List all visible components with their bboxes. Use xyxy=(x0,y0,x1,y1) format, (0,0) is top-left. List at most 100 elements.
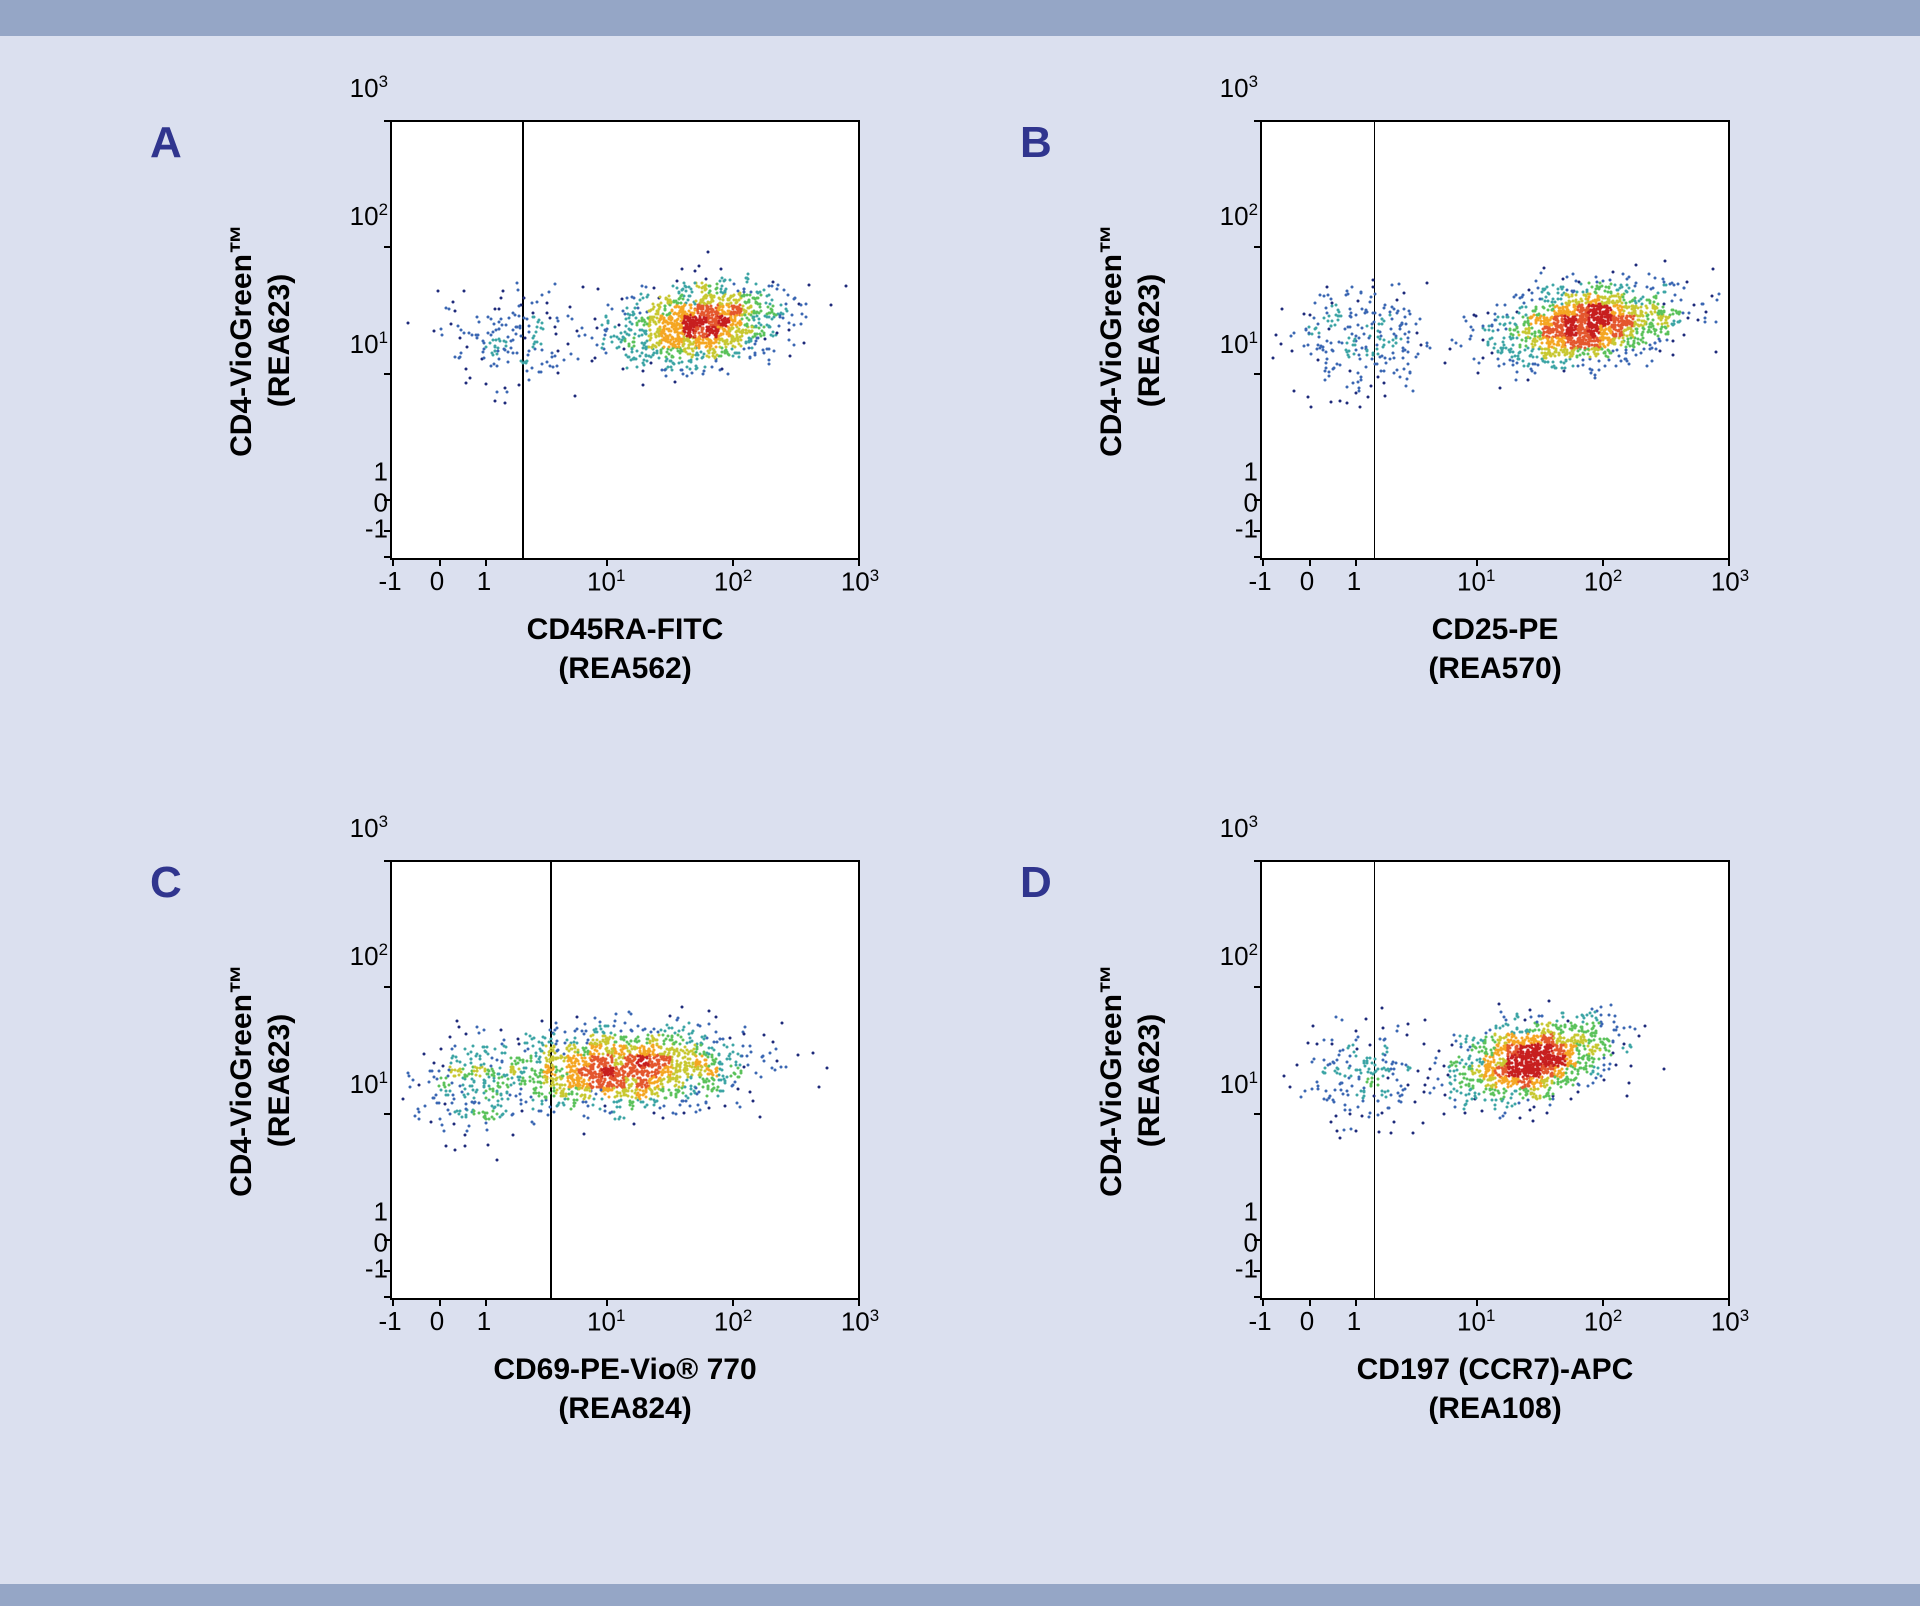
y-tick-label: 1 xyxy=(1244,1196,1258,1227)
x-tick-label: 103 xyxy=(841,566,879,598)
tick xyxy=(1728,558,1730,566)
y-tick-label: -1 xyxy=(1235,1254,1258,1285)
plot-area xyxy=(1260,120,1730,560)
x-axis-label: CD25-PE(REA570) xyxy=(1260,610,1730,688)
y-tick-label: 1 xyxy=(374,456,388,487)
tick xyxy=(1262,558,1264,566)
x-tick-labels: -101101102103 xyxy=(390,1306,860,1340)
x-label-line2: (REA108) xyxy=(1428,1392,1561,1425)
y-tick-label: 101 xyxy=(1220,1068,1258,1100)
scatter-points xyxy=(392,122,858,558)
y-tick-label: 0 xyxy=(1244,487,1258,518)
plot-area xyxy=(390,860,860,1300)
scatter-panel: C-101101102103-101101102103CD4-VioGreen™… xyxy=(120,840,930,1520)
bottom-bar xyxy=(0,1584,1920,1606)
tick xyxy=(732,558,734,566)
y-tick-label: 101 xyxy=(350,328,388,360)
tick xyxy=(1355,1298,1357,1306)
y-tick-labels: -101101102103 xyxy=(330,860,388,1300)
y-tick-label: 0 xyxy=(1244,1227,1258,1258)
y-tick-label: 103 xyxy=(1220,813,1258,845)
panel-label: D xyxy=(1020,858,1052,908)
x-axis-label: CD69-PE-Vio® 770(REA824) xyxy=(390,1350,860,1428)
x-tick-label: 0 xyxy=(430,1306,444,1337)
x-tick-label: 102 xyxy=(714,1306,752,1338)
x-label-line2: (REA562) xyxy=(558,652,691,685)
plot-area xyxy=(390,120,860,560)
y-tick-labels: -101101102103 xyxy=(1200,120,1258,560)
x-tick-label: 102 xyxy=(714,566,752,598)
y-axis-label: CD4-VioGreen™(REA623) xyxy=(200,120,320,560)
y-tick-label: 102 xyxy=(350,940,388,972)
scatter-points xyxy=(1262,122,1728,558)
x-label-line2: (REA824) xyxy=(558,1392,691,1425)
y-tick-label: 0 xyxy=(374,1227,388,1258)
panel-label: A xyxy=(150,118,182,168)
x-tick-label: 1 xyxy=(1347,1306,1361,1337)
x-tick-labels: -101101102103 xyxy=(390,566,860,600)
tick xyxy=(485,1298,487,1306)
tick xyxy=(606,558,608,566)
y-label-line2: (REA623) xyxy=(1132,1013,1165,1146)
y-axis-label: CD4-VioGreen™(REA623) xyxy=(1070,860,1190,1300)
y-tick-label: 103 xyxy=(350,73,388,105)
tick xyxy=(392,558,394,566)
y-label-line1: CD4-VioGreen™ xyxy=(225,964,258,1197)
scatter-panel: D-101101102103-101101102103CD4-VioGreen™… xyxy=(990,840,1800,1520)
y-tick-label: 101 xyxy=(1220,328,1258,360)
figure-container: A-101101102103-101101102103CD4-VioGreen™… xyxy=(0,0,1920,1606)
plot-wrap: -101101102103-101101102103CD4-VioGreen™(… xyxy=(1080,100,1780,780)
plot-wrap: -101101102103-101101102103CD4-VioGreen™(… xyxy=(1080,840,1780,1520)
y-tick-label: 101 xyxy=(350,1068,388,1100)
x-tick-label: 101 xyxy=(587,1306,625,1338)
tick xyxy=(1602,558,1604,566)
x-tick-label: -1 xyxy=(1248,1306,1271,1337)
x-tick-label: 101 xyxy=(1457,566,1495,598)
x-label-line1: CD197 (CCR7)-APC xyxy=(1357,1353,1634,1386)
plot-area xyxy=(1260,860,1730,1300)
tick xyxy=(1262,1298,1264,1306)
tick xyxy=(858,1298,860,1306)
tick xyxy=(1602,1298,1604,1306)
y-tick-labels: -101101102103 xyxy=(1200,860,1258,1300)
panel-label: B xyxy=(1020,118,1052,168)
tick xyxy=(732,1298,734,1306)
x-tick-labels: -101101102103 xyxy=(1260,566,1730,600)
tick xyxy=(1476,558,1478,566)
panel-grid: A-101101102103-101101102103CD4-VioGreen™… xyxy=(0,80,1920,1560)
x-label-line1: CD45RA-FITC xyxy=(527,613,724,646)
y-tick-label: 1 xyxy=(374,1196,388,1227)
x-tick-label: 1 xyxy=(477,566,491,597)
x-tick-label: 101 xyxy=(1457,1306,1495,1338)
scatter-panel: A-101101102103-101101102103CD4-VioGreen™… xyxy=(120,100,930,780)
y-tick-label: -1 xyxy=(365,1254,388,1285)
scatter-points xyxy=(1262,862,1728,1298)
y-tick-label: -1 xyxy=(1235,514,1258,545)
tick xyxy=(858,558,860,566)
scatter-panel: B-101101102103-101101102103CD4-VioGreen™… xyxy=(990,100,1800,780)
x-axis-label: CD197 (CCR7)-APC (REA108) xyxy=(1260,1350,1730,1428)
x-tick-label: 103 xyxy=(1711,566,1749,598)
x-axis-label: CD45RA-FITC (REA562) xyxy=(390,610,860,688)
tick xyxy=(1309,1298,1311,1306)
y-label-line1: CD4-VioGreen™ xyxy=(1095,224,1128,457)
y-axis-label: CD4-VioGreen™(REA623) xyxy=(1070,120,1190,560)
y-tick-label: -1 xyxy=(365,514,388,545)
y-tick-label: 103 xyxy=(1220,73,1258,105)
tick xyxy=(1728,1298,1730,1306)
panel-label: C xyxy=(150,858,182,908)
y-label-line1: CD4-VioGreen™ xyxy=(225,224,258,457)
scatter-points xyxy=(392,862,858,1298)
y-tick-label: 0 xyxy=(374,487,388,518)
x-tick-label: 1 xyxy=(477,1306,491,1337)
tick xyxy=(1476,1298,1478,1306)
x-label-line1: CD25-PE xyxy=(1432,613,1559,646)
y-tick-label: 1 xyxy=(1244,456,1258,487)
y-tick-label: 102 xyxy=(1220,940,1258,972)
tick xyxy=(1309,558,1311,566)
y-label-line1: CD4-VioGreen™ xyxy=(1095,964,1128,1197)
x-tick-label: 1 xyxy=(1347,566,1361,597)
x-tick-label: 103 xyxy=(1711,1306,1749,1338)
x-tick-label: 0 xyxy=(1300,566,1314,597)
x-tick-label: 103 xyxy=(841,1306,879,1338)
